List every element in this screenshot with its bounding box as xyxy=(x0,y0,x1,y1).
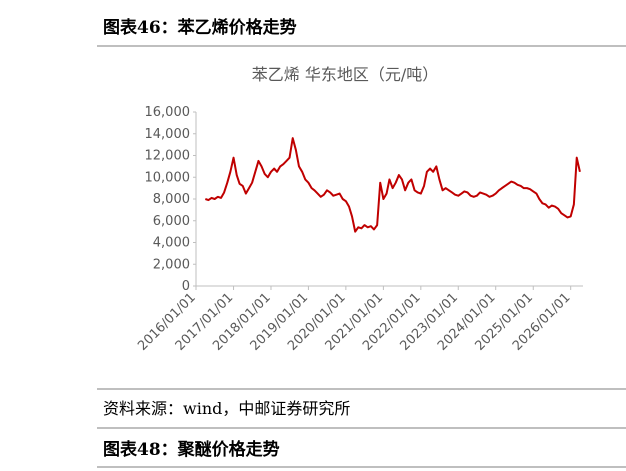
y-tick-label: 10,000 xyxy=(145,170,191,185)
y-tick-label: 4,000 xyxy=(153,236,190,251)
y-tick-label: 16,000 xyxy=(145,105,191,120)
y-tick-label: 6,000 xyxy=(153,214,190,229)
y-tick-label: 8,000 xyxy=(153,192,190,207)
y-tick-label: 0 xyxy=(182,279,190,294)
price-line xyxy=(204,137,581,233)
source-note: 资料来源：wind，中邮证券研究所 xyxy=(103,399,350,418)
figure-header: 图表46：苯乙烯价格走势 xyxy=(103,17,297,38)
plot: 0 2,000 4,000 6,000 8,000 10,000 12,000 14,000 1… xyxy=(135,105,583,354)
figure-header: 图表48：聚醚价格走势 xyxy=(103,439,280,460)
y-tick-label: 12,000 xyxy=(145,149,191,164)
y-tick-label: 2,000 xyxy=(153,257,190,272)
y-tick-label: 14,000 xyxy=(145,127,191,142)
chart-title: 苯乙烯 华东地区（元/吨） xyxy=(252,65,438,84)
